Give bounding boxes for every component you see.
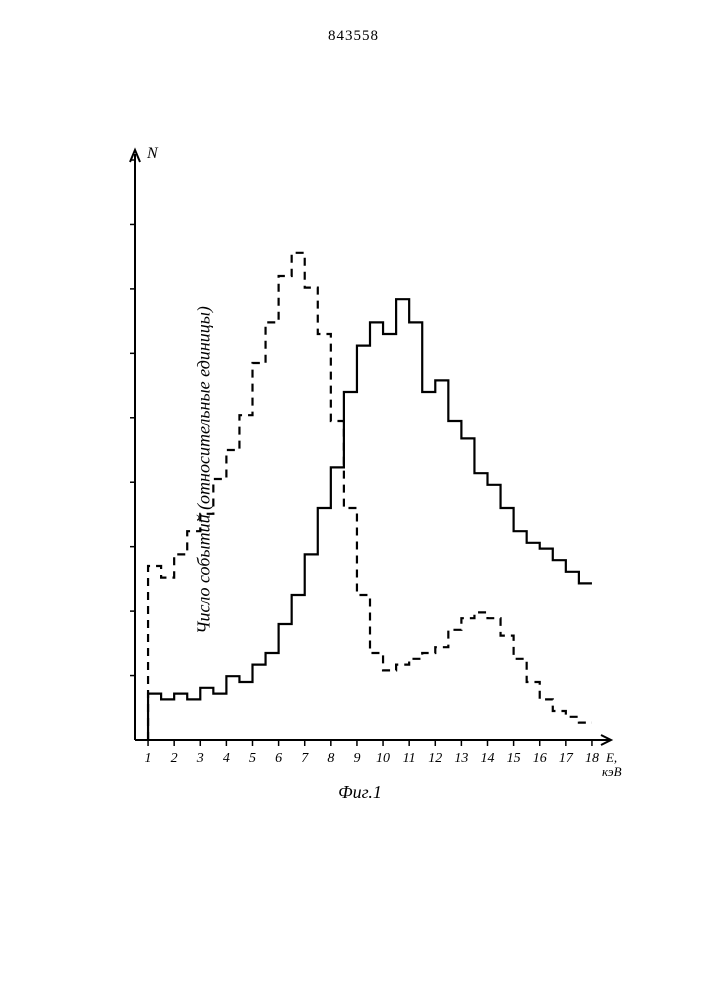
solid-series	[148, 299, 592, 740]
x-tick-label: 18	[585, 751, 599, 766]
x-tick-label: 13	[454, 751, 468, 766]
x-tick-label: 16	[533, 751, 547, 766]
histogram-chart: N123456789101112131415161718E,кэВ	[80, 140, 640, 800]
x-tick-label: 6	[275, 751, 282, 766]
x-tick-label: 11	[403, 751, 416, 766]
document-number: 843558	[0, 28, 707, 45]
chart-container: Число событий (относительные единицы) N 1…	[80, 140, 640, 800]
x-tick-label: 10	[376, 751, 390, 766]
y-axis-letter: N	[146, 145, 159, 162]
x-tick-label: 4	[223, 751, 230, 766]
y-axis-label: Число событий (относительные единицы)	[193, 306, 214, 634]
x-tick-label: 2	[171, 751, 178, 766]
figure-caption: Фиг.1	[80, 782, 640, 803]
x-tick-label: 5	[249, 751, 256, 766]
x-tick-label: 15	[507, 751, 521, 766]
svg-text:кэВ: кэВ	[602, 764, 622, 779]
x-tick-label: 1	[145, 751, 152, 766]
x-tick-label: 12	[428, 751, 442, 766]
x-tick-label: 17	[559, 751, 574, 766]
x-tick-label: 3	[196, 751, 204, 766]
x-tick-label: 7	[301, 751, 309, 766]
x-tick-label: 14	[481, 751, 495, 766]
x-tick-label: 8	[327, 751, 334, 766]
x-axis-unit: E,	[605, 750, 617, 765]
x-tick-label: 9	[353, 751, 360, 766]
